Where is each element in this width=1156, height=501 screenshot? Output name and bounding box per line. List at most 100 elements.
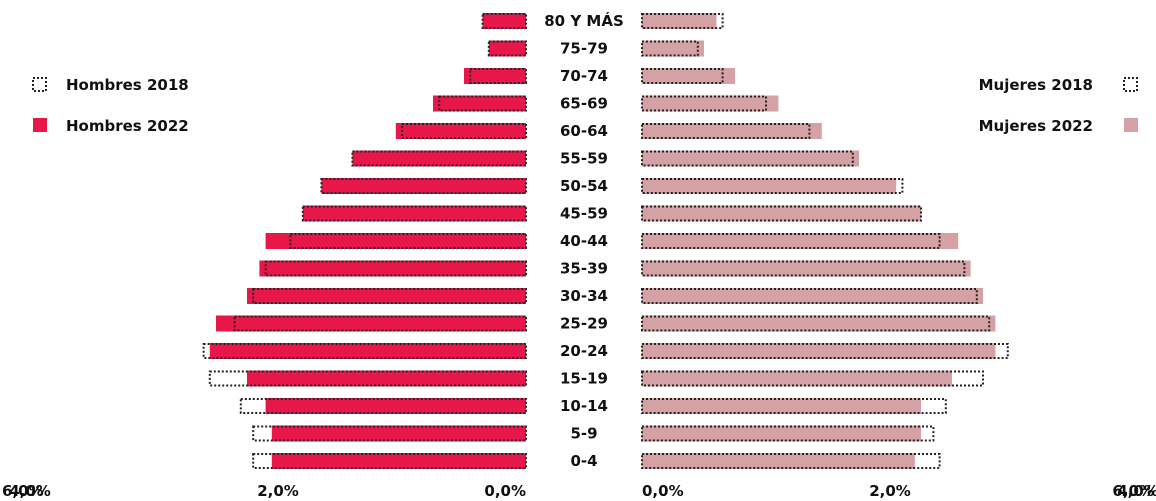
age-label-10-14: 10-14 bbox=[560, 397, 608, 415]
age-label-25-29: 25-29 bbox=[560, 315, 608, 333]
bar-mujeres-2022-70-74 bbox=[642, 68, 735, 84]
bar-mujeres-2022-40-44 bbox=[642, 233, 959, 249]
tick-left-0-0: 0,0% bbox=[484, 482, 526, 500]
bar-mujeres-2018-65-69 bbox=[641, 95, 767, 112]
tick-left-6-0: 6,0% bbox=[2, 482, 44, 500]
bar-hombres-2018-15-19 bbox=[208, 370, 528, 387]
bar-hombres-2018-10-14 bbox=[239, 398, 528, 414]
bar-hombres-2022-50-54 bbox=[321, 178, 526, 194]
bar-hombres-2022-25-29 bbox=[216, 315, 526, 332]
bar-hombres-2018-30-34 bbox=[252, 288, 527, 304]
bar-mujeres-2022-15-19 bbox=[642, 370, 952, 387]
bar-hombres-2022-20-24 bbox=[209, 343, 527, 359]
legend-label-hombres-2022: Hombres 2022 bbox=[66, 117, 189, 135]
bar-mujeres-2018-40-44 bbox=[641, 233, 941, 249]
bar-mujeres-2022-25-29 bbox=[642, 315, 996, 332]
age-label-75-79: 75-79 bbox=[560, 40, 608, 58]
bar-mujeres-2018-55-59 bbox=[641, 150, 854, 167]
bar-mujeres-2018-0-4 bbox=[641, 453, 941, 469]
legend-hombres: Hombres 2018 Hombres 2022 bbox=[32, 76, 189, 135]
age-label-35-39: 35-39 bbox=[560, 260, 608, 278]
bar-hombres-2022-10-14 bbox=[265, 398, 526, 414]
bar-hombres-2022-55-59 bbox=[352, 150, 526, 167]
bar-hombres-2022-15-19 bbox=[247, 370, 526, 387]
bar-mujeres-2022-80-y-m-s bbox=[642, 13, 717, 29]
bar-hombres-2018-0-4 bbox=[252, 453, 527, 469]
bar-hombres-2022-45-59 bbox=[302, 205, 526, 222]
age-label-0-4: 0-4 bbox=[570, 452, 597, 470]
legend-label-hombres-2018: Hombres 2018 bbox=[66, 76, 189, 94]
legend-swatch-hombres-2018 bbox=[32, 77, 47, 92]
bar-hombres-2018-65-69 bbox=[438, 95, 528, 112]
age-label-70-74: 70-74 bbox=[560, 67, 608, 85]
bar-mujeres-2022-65-69 bbox=[642, 95, 779, 112]
bar-mujeres-2018-20-24 bbox=[641, 343, 1009, 359]
bar-mujeres-2022-35-39 bbox=[642, 260, 971, 277]
legend-label-mujeres-2018: Mujeres 2018 bbox=[979, 76, 1093, 94]
tick-right-2-0: 2,0% bbox=[869, 482, 911, 500]
legend-swatch-mujeres-2022 bbox=[1124, 118, 1138, 132]
age-label-55-59: 55-59 bbox=[560, 150, 608, 168]
bar-hombres-2018-55-59 bbox=[351, 150, 527, 167]
bar-mujeres-2018-60-64 bbox=[641, 123, 811, 139]
age-label-15-19: 15-19 bbox=[560, 370, 608, 388]
bar-mujeres-2022-10-14 bbox=[642, 398, 921, 414]
x-axis-ticks: 6,0%4,0% 2,0% 0,0% 0,0% 2,0% 4,0%6,0% bbox=[2, 482, 1156, 500]
bar-hombres-2018-60-64 bbox=[401, 123, 527, 139]
age-label-50-54: 50-54 bbox=[560, 177, 608, 195]
age-label-45-59: 45-59 bbox=[560, 205, 608, 223]
bar-hombres-2018-75-79 bbox=[487, 40, 527, 57]
tick-right-4-0: 4,0% bbox=[1117, 482, 1156, 500]
bar-hombres-2018-20-24 bbox=[202, 343, 527, 359]
age-label-5-9: 5-9 bbox=[570, 425, 597, 443]
age-label-65-69: 65-69 bbox=[560, 95, 608, 113]
bar-mujeres-2022-45-59 bbox=[642, 205, 921, 222]
bar-hombres-2022-80-y-m-s bbox=[482, 13, 526, 29]
bar-mujeres-2018-75-79 bbox=[641, 40, 699, 57]
bar-mujeres-2022-60-64 bbox=[642, 123, 822, 139]
bar-mujeres-2018-5-9 bbox=[641, 425, 935, 442]
bar-mujeres-2018-50-54 bbox=[641, 178, 904, 194]
bar-hombres-2018-35-39 bbox=[264, 260, 527, 277]
bar-hombres-2022-70-74 bbox=[464, 68, 526, 84]
bar-mujeres-2022-55-59 bbox=[642, 150, 859, 167]
legend-swatch-hombres-2022 bbox=[33, 118, 47, 132]
age-label-60-64: 60-64 bbox=[560, 122, 608, 140]
bar-hombres-2022-65-69 bbox=[433, 95, 526, 112]
bar-mujeres-2018-35-39 bbox=[641, 260, 966, 277]
bar-mujeres-2022-20-24 bbox=[642, 343, 996, 359]
bar-mujeres-2022-50-54 bbox=[642, 178, 897, 194]
age-group-labels: 80 Y MÁS 75-79 70-74 65-69 60-64 55-59 50-54 45… bbox=[544, 11, 624, 470]
mujeres-bars bbox=[641, 13, 1009, 469]
bar-hombres-2022-5-9 bbox=[271, 425, 526, 442]
age-label-20-24: 20-24 bbox=[560, 342, 608, 360]
tick-left-4-0: 4,0% bbox=[9, 482, 51, 500]
tick-left-2-0: 2,0% bbox=[257, 482, 299, 500]
bar-mujeres-2022-0-4 bbox=[642, 453, 915, 469]
age-label-80-y-m-s: 80 Y MÁS bbox=[544, 11, 624, 30]
bar-mujeres-2018-45-59 bbox=[641, 205, 922, 222]
age-label-40-44: 40-44 bbox=[560, 232, 608, 250]
bar-hombres-2018-40-44 bbox=[289, 233, 527, 249]
bar-mujeres-2018-25-29 bbox=[641, 315, 991, 332]
hombres-bars bbox=[202, 13, 528, 469]
bar-hombres-2018-45-59 bbox=[301, 205, 527, 222]
bar-hombres-2022-40-44 bbox=[265, 233, 526, 249]
legend-mujeres: Mujeres 2018 Mujeres 2022 bbox=[979, 76, 1138, 135]
bar-hombres-2018-70-74 bbox=[469, 68, 528, 84]
bar-hombres-2018-5-9 bbox=[252, 425, 527, 442]
bar-mujeres-2022-30-34 bbox=[642, 288, 983, 304]
bar-hombres-2022-75-79 bbox=[488, 40, 526, 57]
bar-mujeres-2018-80-y-m-s bbox=[641, 13, 724, 29]
bar-mujeres-2018-10-14 bbox=[641, 398, 947, 414]
legend-swatch-mujeres-2018 bbox=[1123, 77, 1138, 92]
age-label-30-34: 30-34 bbox=[560, 287, 608, 305]
bar-mujeres-2022-5-9 bbox=[642, 425, 921, 442]
bar-mujeres-2022-75-79 bbox=[642, 40, 704, 57]
bar-hombres-2018-80-y-m-s bbox=[481, 13, 528, 29]
bar-hombres-2022-30-34 bbox=[247, 288, 526, 304]
bar-mujeres-2018-70-74 bbox=[641, 68, 724, 84]
bar-mujeres-2018-30-34 bbox=[641, 288, 978, 304]
bar-hombres-2018-50-54 bbox=[320, 178, 527, 194]
bar-hombres-2022-60-64 bbox=[395, 123, 526, 139]
